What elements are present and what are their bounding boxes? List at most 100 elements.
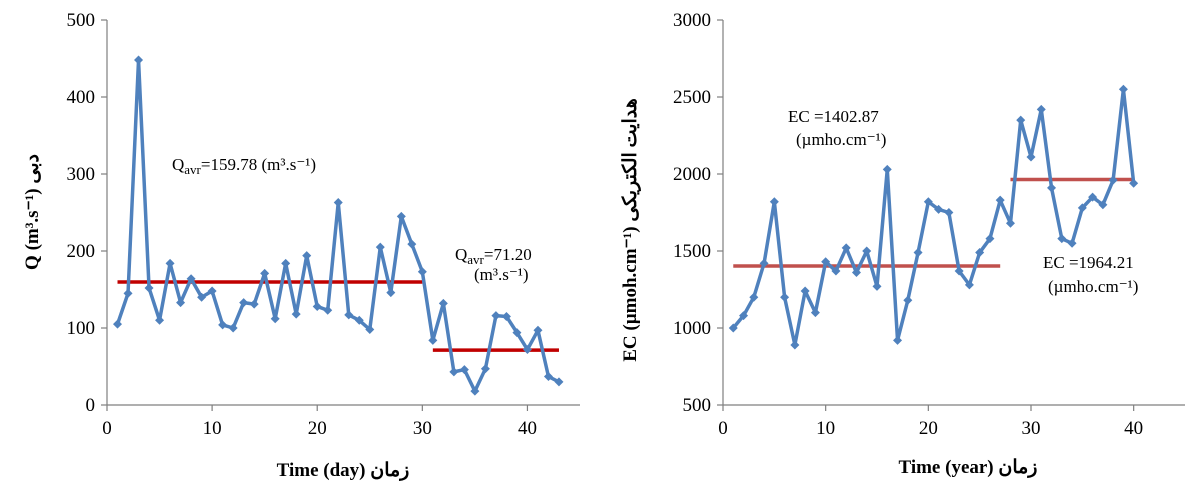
data-point <box>522 345 532 355</box>
y-tick-label: 500 <box>67 10 96 31</box>
data-point <box>323 305 333 315</box>
x-tick-label: 30 <box>413 418 432 439</box>
data-point <box>1067 238 1077 248</box>
data-point <box>1057 234 1067 244</box>
data-point <box>985 234 995 244</box>
annotation-ec-avg-1-unit: (µmho.cm⁻¹) <box>796 130 886 149</box>
data-point <box>512 328 522 338</box>
data-point <box>1129 178 1139 188</box>
data-point <box>249 299 259 309</box>
data-point <box>975 248 985 258</box>
y-tick-label: 0 <box>86 395 96 416</box>
y-tick-label: 400 <box>67 87 96 108</box>
data-point <box>810 308 820 318</box>
annotation-q-avg-1: Qavr=159.78 (m³.s⁻¹) <box>172 155 316 177</box>
data-point <box>964 280 974 290</box>
y-tick-label: 3000 <box>673 10 711 31</box>
data-point <box>749 292 759 302</box>
data-point <box>872 281 882 291</box>
x-axis-label: Time (day) زمان <box>277 460 410 481</box>
y-tick-label: 1500 <box>673 241 711 262</box>
data-point <box>944 208 954 217</box>
data-point <box>1077 203 1087 213</box>
data-point <box>302 251 312 261</box>
data-point <box>155 315 165 325</box>
data-point <box>501 311 511 321</box>
data-point <box>438 298 448 308</box>
y-tick-label: 300 <box>67 164 96 185</box>
y-tick-label: 2000 <box>673 164 711 185</box>
x-tick-label: 40 <box>1124 418 1143 439</box>
data-point <box>800 286 810 296</box>
data-point <box>491 311 501 321</box>
y-tick-label: 500 <box>683 395 712 416</box>
x-tick-label: 10 <box>203 418 222 439</box>
data-point <box>270 314 280 324</box>
data-point <box>903 295 913 305</box>
x-tick-label: 40 <box>518 418 537 439</box>
data-point <box>197 292 207 302</box>
data-point <box>954 266 964 276</box>
data-point <box>354 315 364 325</box>
data-point <box>207 286 217 296</box>
data-point <box>913 248 923 258</box>
data-point <box>396 211 406 221</box>
data-point <box>375 242 385 252</box>
data-point <box>176 298 186 308</box>
data-point <box>365 325 375 335</box>
y-tick-label: 1000 <box>673 318 711 339</box>
data-point <box>228 323 238 333</box>
data-point <box>470 386 480 396</box>
data-point <box>344 310 354 320</box>
data-point <box>333 197 343 207</box>
data-point <box>113 319 123 329</box>
data-point <box>123 288 133 298</box>
x-tick-label: 0 <box>718 418 728 439</box>
data-point <box>862 246 872 256</box>
data-point <box>480 364 490 374</box>
x-tick-label: 30 <box>1022 418 1041 439</box>
data-point <box>780 292 790 302</box>
annotation-ec-avg-2: EC =1964.21 <box>1043 253 1134 272</box>
y-tick-label: 2500 <box>673 87 711 108</box>
data-point <box>543 372 553 382</box>
data-point <box>995 195 1005 205</box>
data-point <box>934 204 944 214</box>
data-point <box>882 164 892 174</box>
data-point <box>1016 115 1026 125</box>
annotation-ec-avg-2-unit: (µmho.cm⁻¹) <box>1048 277 1138 296</box>
x-tick-label: 0 <box>102 418 112 439</box>
data-point <box>1026 152 1036 162</box>
data-point <box>239 298 249 308</box>
data-point <box>790 340 800 350</box>
annotation-q-avg-2-unit: (m³.s⁻¹) <box>474 265 529 284</box>
data-point <box>554 377 564 387</box>
data-point <box>821 257 831 267</box>
data-point <box>831 266 841 276</box>
data-point <box>428 335 438 345</box>
data-point <box>759 258 769 268</box>
data-point <box>449 367 459 377</box>
data-point <box>186 274 196 284</box>
data-point <box>417 267 427 277</box>
data-point <box>1088 192 1098 202</box>
series-line <box>115 58 560 393</box>
data-point <box>841 243 851 253</box>
y-tick-label: 200 <box>67 241 96 262</box>
data-point <box>1005 218 1015 228</box>
data-point <box>312 301 322 311</box>
data-point <box>851 268 861 278</box>
data-point <box>728 323 738 333</box>
x-tick-label: 20 <box>919 418 938 439</box>
data-point <box>165 258 175 268</box>
x-tick-label: 10 <box>816 418 835 439</box>
data-point <box>260 268 270 278</box>
data-point <box>1036 104 1046 114</box>
data-point <box>407 239 417 249</box>
data-point <box>386 288 396 298</box>
data-point <box>134 55 144 65</box>
annotation-ec-avg-1: EC =1402.87 <box>788 107 879 126</box>
data-point <box>893 335 903 345</box>
data-point <box>291 309 301 319</box>
